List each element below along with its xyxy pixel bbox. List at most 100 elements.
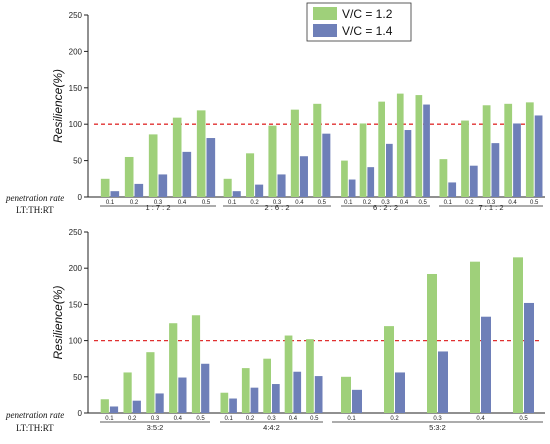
bar-series1	[290, 109, 299, 197]
x-subtick-label: 0.1	[347, 416, 356, 422]
x-subtick-label: 0.3	[487, 200, 496, 206]
bar-series2	[206, 138, 216, 197]
bar-series1	[169, 323, 178, 413]
x-subtick-label: 0.2	[390, 416, 399, 422]
x-group-label: 2 : 6 : 2	[264, 203, 289, 212]
bar-series1	[378, 101, 385, 197]
x-subtick-label: 0.4	[289, 416, 298, 422]
bar-series1	[223, 178, 232, 197]
bar-series1	[439, 159, 448, 197]
bar-series1	[148, 134, 158, 197]
bar-series1	[124, 156, 134, 197]
x-subtick-label: 0.3	[433, 416, 442, 422]
x-group-label: 5:3:2	[429, 423, 446, 432]
x-subtick-label: 0.4	[476, 416, 485, 422]
bar-series2	[182, 151, 192, 197]
x-subtick-label: 0.5	[310, 416, 319, 422]
bar-series1	[482, 105, 491, 197]
bar-series2	[404, 130, 412, 197]
x-subtick-label: 0.3	[273, 200, 282, 206]
x-subtick-label: 0.4	[508, 200, 517, 206]
y-axis-label: Resilience(%)	[51, 285, 65, 359]
x-subtick-label: 0.5	[519, 416, 528, 422]
x-subtick-label: 0.3	[151, 416, 160, 422]
bar-series1	[513, 257, 523, 413]
bar-series1	[220, 392, 229, 413]
x-subtick-label: 0.1	[228, 200, 237, 206]
penetration-rate-label-bottom: penetration rate	[5, 410, 64, 420]
bar-series1	[427, 273, 437, 413]
legend-swatch-series2	[313, 24, 337, 37]
bar-series2	[322, 133, 331, 197]
bar-series2	[232, 191, 241, 197]
legend-label-series1: V/C = 1.2	[342, 7, 393, 21]
bar-series1	[461, 120, 469, 197]
x-subtick-label: 0.5	[530, 200, 539, 206]
bar-series2	[386, 143, 393, 197]
x-subtick-label: 0.1	[344, 200, 353, 206]
bar-series2	[158, 174, 168, 197]
bar-series2	[438, 351, 448, 413]
bar-series2	[352, 389, 362, 413]
y-tick-label: 50	[73, 373, 82, 382]
bar-series1	[196, 110, 206, 197]
bar-series2	[132, 400, 141, 413]
bar-series2	[178, 377, 187, 413]
bar-series2	[524, 302, 534, 413]
chart-top: 0 50 100 150 200 250 Resilience(%) 0.1 0.2 0.3 0.4…	[51, 11, 545, 212]
x-subtick-label: 0.3	[267, 416, 276, 422]
y-tick-label: 150	[69, 300, 83, 309]
bar-series2	[109, 406, 119, 413]
bar-series2	[134, 183, 144, 197]
bar-series2	[423, 104, 430, 197]
penetration-rate-label-top: penetration rate	[5, 193, 64, 203]
x-subtick-label: 0.4	[295, 200, 304, 206]
chart-bottom: 0 50 100 150 200 250 Resilience(%) 0.1 0.2 0.3 0.4…	[51, 228, 545, 432]
x-subtick-label: 0.2	[363, 200, 372, 206]
bar-series1	[146, 352, 155, 413]
ratio-label-bottom: LT:TH:RT	[16, 423, 54, 433]
x-subtick-label: 0.2	[465, 200, 474, 206]
x-subtick-label: 0.1	[105, 416, 114, 422]
x-group-label: 1 : 7 : 2	[145, 203, 170, 212]
bar-series2	[481, 316, 491, 413]
bar-series1	[384, 326, 394, 413]
bar-series2	[255, 184, 264, 197]
bar-series1	[415, 95, 423, 197]
x-subtick-label: 0.1	[444, 200, 453, 206]
x-subtick-label: 0.5	[419, 200, 428, 206]
bar-series1	[191, 315, 201, 413]
bar-series2	[272, 384, 280, 413]
legend-swatch-series1	[313, 7, 337, 20]
bar-series2	[534, 115, 543, 197]
x-subtick-label: 0.5	[318, 200, 327, 206]
x-subtick-label: 0.2	[130, 200, 139, 206]
bar-series2	[201, 363, 210, 413]
y-tick-label: 0	[78, 409, 83, 418]
bar-series2	[314, 376, 323, 413]
bar-series2	[395, 372, 405, 413]
y-tick-label: 100	[69, 337, 83, 346]
bar-series2	[448, 182, 457, 197]
x-group-label: 7 : 1 : 2	[478, 203, 503, 212]
y-tick-label: 200	[69, 264, 83, 273]
x-subtick-label: 0.3	[381, 200, 390, 206]
bar-series2	[110, 191, 120, 197]
bar-series2	[348, 179, 356, 197]
x-subtick-label: 0.4	[178, 200, 187, 206]
x-subtick-label: 0.4	[400, 200, 409, 206]
bar-series2	[491, 143, 500, 197]
x-subtick-label: 0.2	[246, 416, 255, 422]
bar-series2	[299, 156, 308, 197]
bar-series1	[263, 358, 271, 413]
bar-series1	[341, 160, 348, 197]
bar-series2	[367, 167, 375, 197]
bar-series1	[504, 103, 513, 197]
bar-series1	[470, 261, 480, 413]
bar-series2	[229, 398, 237, 413]
legend: V/C = 1.2 V/C = 1.4	[306, 2, 412, 42]
x-group-label: 3:5:2	[147, 423, 164, 432]
x-group-label: 4:4:2	[263, 423, 280, 432]
bar-series1	[525, 102, 534, 197]
